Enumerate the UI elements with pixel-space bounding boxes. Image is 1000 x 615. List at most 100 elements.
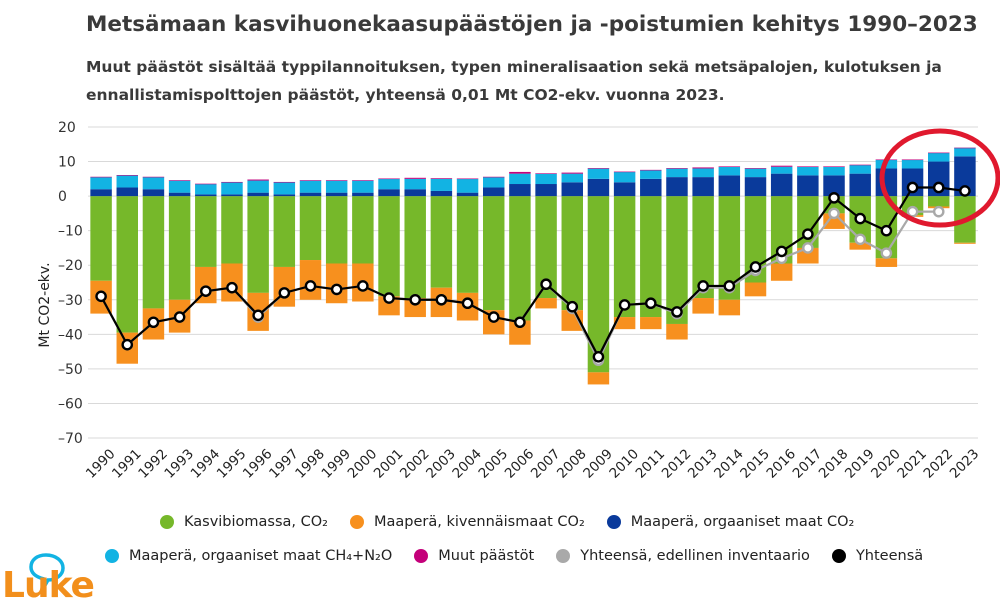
bar-orgaaniset_co2-2003 (430, 190, 453, 197)
x-tick-label: 2022 (921, 446, 957, 482)
point-yhteensa-1998 (304, 280, 317, 292)
bar-orgaaniset_ch4-2014 (718, 166, 741, 176)
x-tick-label: 1990 (83, 446, 119, 482)
legend-dot-icon (831, 549, 846, 563)
highlight-circle (879, 128, 1000, 228)
bar-kivennais-2013 (692, 298, 714, 314)
bar-orgaaniset_co2-1996 (247, 192, 269, 197)
point-yhteensa-2017 (802, 228, 814, 240)
x-tick-label: 1995 (214, 446, 250, 482)
bar-kivennais-2002 (404, 298, 426, 318)
bar-kivennais-2023 (954, 242, 976, 244)
point-yhteensa-2008 (566, 300, 579, 313)
bar-kivennais-1999 (325, 263, 348, 304)
legend-kasvibiomassa: Kasvibiomassa, CO₂ (160, 514, 328, 530)
bar-orgaaniset_co2-2004 (456, 192, 479, 197)
line-series (95, 181, 971, 367)
bar-kasvibiomassa-1998 (299, 196, 322, 261)
bar-muut-2003 (430, 178, 453, 179)
point-yhteensa-1996 (252, 309, 264, 322)
y-tick-label: –60 (58, 396, 83, 412)
point-yhteensa-2003 (435, 293, 448, 306)
point-yhteensa-2009 (592, 350, 605, 363)
x-tick-label: 1998 (292, 446, 328, 482)
y-tick-label: –30 (58, 293, 83, 309)
bar-kasvibiomassa-1990 (90, 196, 112, 281)
x-tick-label: 2018 (816, 446, 852, 482)
bar-orgaaniset_ch4-1998 (299, 180, 322, 193)
x-tick-label: 1996 (240, 446, 276, 482)
y-tick-label: 0 (58, 189, 67, 205)
bar-muut-1993 (168, 180, 191, 181)
bar-muut-1990 (90, 176, 112, 178)
x-tick-label: 2010 (606, 446, 642, 482)
bar-kasvibiomassa-1996 (247, 196, 269, 293)
bar-orgaaniset_ch4-2016 (770, 166, 793, 174)
chart-title: Metsämaan kasvihuonekaasupäästöjen ja -p… (86, 12, 978, 37)
legend-edellinen: Yhteensä, edellinen inventaario (556, 548, 810, 564)
bar-orgaaniset_ch4-2015 (744, 168, 767, 178)
bar-muut-2005 (483, 176, 505, 178)
point-yhteensa-2000 (357, 280, 369, 292)
x-tick-label: 2002 (397, 446, 433, 482)
bar-orgaaniset_co2-2010 (613, 182, 636, 197)
point-yhteensa-2021 (906, 181, 919, 194)
point-edellinen-2018 (828, 207, 840, 220)
point-yhteensa-2016 (775, 245, 788, 258)
point-edellinen-2022 (932, 205, 945, 218)
x-tick-label: 2004 (449, 446, 485, 482)
x-tick-label: 2001 (371, 446, 407, 482)
legend-dot-icon (414, 549, 429, 563)
bar-muut-2010 (613, 171, 636, 173)
legend-dot-icon (160, 515, 174, 529)
bar-orgaaniset_ch4-2002 (404, 178, 426, 190)
bar-muut-1995 (221, 181, 243, 183)
point-yhteensa-1991 (121, 338, 134, 351)
bar-orgaaniset_ch4-1992 (142, 177, 165, 190)
bar-muut-2000 (352, 180, 374, 181)
x-tick-label: 1993 (161, 446, 197, 482)
bar-muut-2023 (954, 147, 976, 149)
bar-kivennais-2007 (535, 298, 557, 309)
bar-kasvibiomassa-2005 (483, 196, 505, 311)
point-yhteensa-1997 (278, 287, 291, 299)
legend-label: Maaperä, orgaaniset maat CH₄+N₂O (129, 548, 393, 564)
bar-kasvibiomassa-2008 (561, 196, 583, 311)
bar-orgaaniset_co2-2002 (404, 189, 426, 197)
x-tick-label: 2016 (763, 446, 799, 482)
bar-orgaaniset_co2-1994 (195, 194, 217, 197)
bar-orgaaniset_co2-2013 (692, 177, 714, 197)
x-tick-label: 2021 (894, 446, 930, 482)
point-yhteensa-2011 (644, 297, 657, 310)
bar-orgaaniset_ch4-2004 (456, 178, 479, 193)
legend-label: Maaperä, orgaaniset maat CO₂ (630, 514, 855, 530)
x-axis-ticks: 1990199119921993199419951996199719981999… (83, 446, 982, 482)
bar-orgaaniset_ch4-2018 (823, 166, 845, 176)
bar-kasvibiomassa-2018 (823, 196, 845, 214)
legend-orgaaniset-co2: Maaperä, orgaaniset maat CO₂ (606, 514, 855, 530)
legend-orgaaniset-ch4: Maaperä, orgaaniset maat CH₄+N₂O (105, 548, 392, 564)
point-yhteensa-1990 (95, 290, 107, 303)
x-tick-label: 2008 (554, 446, 590, 482)
bar-kasvibiomassa-1999 (325, 196, 348, 264)
y-axis-label: Mt CO2-ekv. (37, 262, 53, 347)
bar-muut-2022 (928, 152, 950, 154)
bar-orgaaniset_co2-1990 (90, 189, 112, 197)
bar-orgaaniset_ch4-2003 (430, 178, 453, 191)
point-yhteensa-2004 (461, 297, 474, 310)
x-tick-label: 2017 (790, 446, 826, 482)
x-tick-label: 1992 (135, 446, 171, 482)
point-yhteensa-2012 (671, 306, 683, 318)
bar-orgaaniset_co2-2007 (535, 184, 557, 197)
point-yhteensa-2007 (540, 278, 552, 291)
bar-kivennais-2009 (587, 372, 610, 385)
bar-orgaaniset_ch4-1990 (90, 177, 112, 190)
legend-label: Maaperä, kivennäismaat CO₂ (373, 514, 585, 530)
bar-orgaaniset_co2-1992 (142, 189, 165, 197)
point-yhteensa-1995 (226, 281, 238, 294)
legend-dot-icon (606, 515, 621, 529)
bar-kasvibiomassa-2010 (613, 196, 636, 318)
x-tick-label: 2011 (633, 446, 669, 482)
bar-orgaaniset_co2-2017 (797, 175, 819, 197)
bar-muut-1992 (142, 176, 165, 178)
